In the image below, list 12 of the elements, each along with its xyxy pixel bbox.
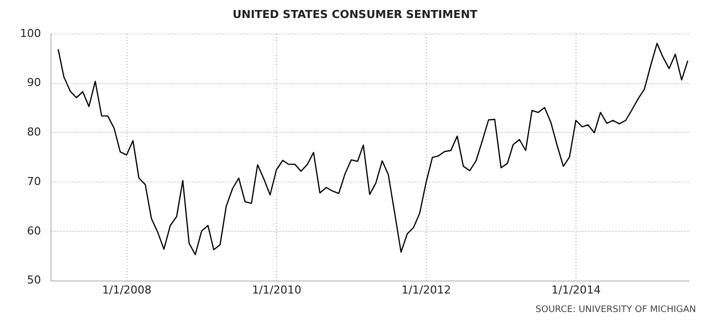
y-tick-label: 80 [26, 126, 41, 139]
y-tick-label: 90 [26, 76, 41, 90]
x-tick-label: 1/1/2014 [551, 283, 601, 296]
y-tick-label: 100 [20, 26, 41, 40]
y-tick-label: 70 [26, 174, 41, 188]
x-tick-label: 1/1/2012 [402, 283, 451, 296]
y-tick-label: 60 [26, 224, 41, 238]
source-note: SOURCE: UNIVERSITY OF MICHIGAN [536, 305, 696, 315]
x-tick-label: 1/1/2008 [102, 283, 152, 296]
y-tick-label: 50 [26, 274, 41, 287]
x-tick-label: 1/1/2010 [252, 283, 302, 296]
chart-title: UNITED STATES CONSUMER SENTIMENT [232, 8, 478, 21]
